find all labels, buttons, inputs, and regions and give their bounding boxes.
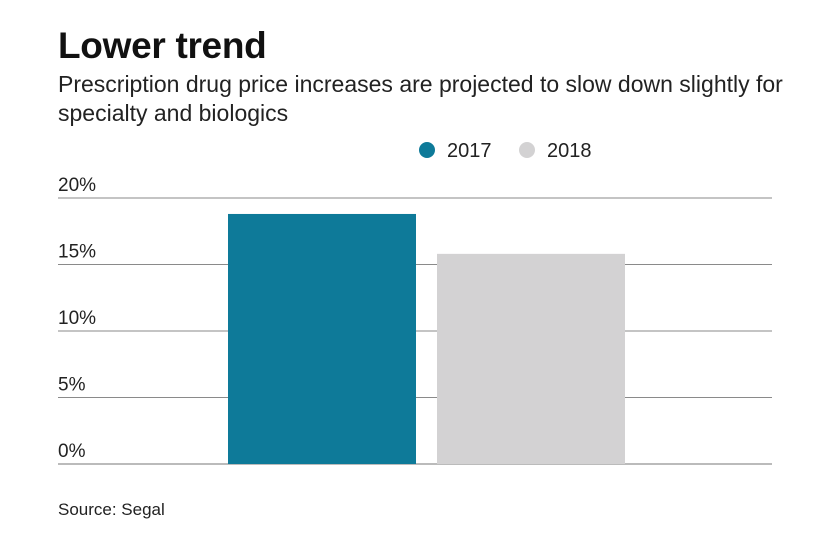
y-tick-label: 0% [58,441,86,462]
bars [228,213,625,464]
legend-label-2018: 2018 [547,140,592,162]
y-tick-label: 5% [58,375,86,396]
y-tick-label: 10% [58,308,96,329]
legend-label-2017: 2017 [447,140,492,162]
y-tick-label: 20% [58,175,96,196]
source-note: Source: Segal [58,500,165,519]
legend: 2017 2018 [419,140,592,162]
bar-2018 [437,253,625,464]
chart-subtitle: Prescription drug price increases are pr… [58,71,783,126]
y-tick-label: 15% [58,242,96,263]
chart-title: Lower trend [58,25,267,66]
legend-marker-2018 [519,142,535,158]
bar-2017 [228,213,416,464]
legend-marker-2017 [419,142,435,158]
